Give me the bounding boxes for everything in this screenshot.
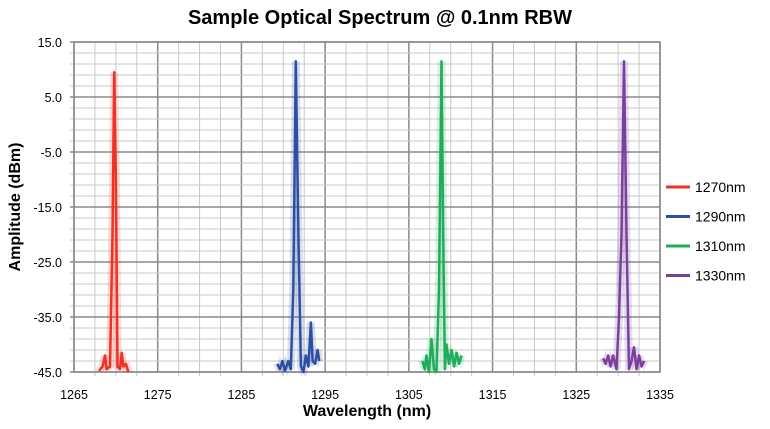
chart-title: Sample Optical Spectrum @ 0.1nm RBW (188, 7, 572, 29)
ghost-trace-1290nm (273, 61, 319, 378)
series-line-1270nm (98, 71, 130, 373)
series-line-1310nm (421, 60, 463, 374)
series-line-1330nm (601, 60, 646, 371)
x-tick-labels: 1265 1275 1285 1295 1305 1315 1325 1335 (60, 388, 674, 402)
legend-label: 1330nm (695, 268, 746, 284)
x-tick-label: 1265 (60, 388, 88, 402)
y-tick-label: -15.0 (34, 201, 63, 215)
y-tick-label: -45.0 (34, 366, 63, 380)
y-tick-label: 15.0 (38, 36, 62, 50)
x-tick-label: 1315 (479, 388, 507, 402)
y-tick-label: -35.0 (34, 311, 63, 325)
legend-label: 1290nm (695, 209, 746, 225)
y-tick-label: -5.0 (40, 146, 62, 160)
legend: 1270nm 1290nm 1310nm 1330nm (666, 179, 746, 284)
x-tick-label: 1305 (395, 388, 423, 402)
x-axis-title: Wavelength (nm) (303, 403, 431, 420)
y-tick-label: 5.0 (45, 91, 62, 105)
series-lines (98, 60, 646, 374)
ghost-trace-1310nm (423, 61, 466, 376)
grid (70, 41, 661, 376)
x-tick-label: 1335 (646, 388, 674, 402)
series-line-1290nm (276, 60, 321, 374)
x-tick-label: 1295 (311, 388, 339, 402)
y-tick-label: -25.0 (34, 256, 63, 270)
y-tick-labels: 15.0 5.0 -5.0 -15.0 -25.0 -35.0 -45.0 (34, 36, 63, 380)
legend-label: 1310nm (695, 238, 746, 254)
x-tick-label: 1275 (144, 388, 172, 402)
legend-label: 1270nm (695, 179, 746, 195)
y-axis-title: Amplitude (dBm) (7, 143, 24, 272)
x-tick-label: 1285 (228, 388, 256, 402)
x-tick-label: 1325 (562, 388, 590, 402)
plot-border (73, 41, 661, 373)
